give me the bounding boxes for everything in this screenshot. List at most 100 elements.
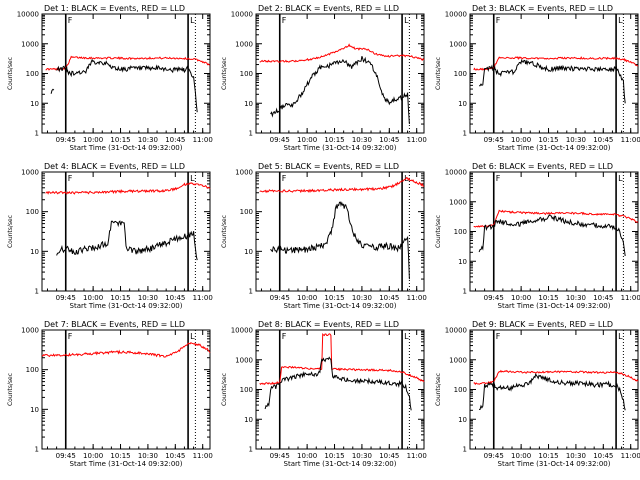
y-axis-label: Counts/sec bbox=[7, 215, 14, 248]
x-tick-label: 10:00 bbox=[83, 136, 103, 144]
series-black-events bbox=[270, 56, 410, 125]
series-black-events bbox=[270, 201, 410, 280]
y-tick-label: 10000 bbox=[445, 11, 467, 19]
y-tick-label: 1 bbox=[463, 446, 467, 454]
x-tick-label: 10:45 bbox=[165, 136, 185, 144]
panel-title: Det 6: BLACK = Events, RED = LLD bbox=[472, 162, 613, 171]
x-tick-label: 10:30 bbox=[566, 452, 586, 460]
plot-frame bbox=[41, 13, 211, 134]
y-tick-label: 100 bbox=[240, 70, 253, 78]
y-tick-label: 1000 bbox=[21, 40, 39, 48]
y-tick-label: 1000 bbox=[449, 198, 467, 206]
panel-det-1: Det 1: BLACK = Events, RED = LLD Counts/s… bbox=[7, 4, 213, 152]
x-tick-label: 10:15 bbox=[538, 136, 558, 144]
x-tick-label: 09:45 bbox=[270, 452, 290, 460]
x-tick-label: 10:15 bbox=[538, 452, 558, 460]
y-tick-label: 1000 bbox=[21, 169, 39, 177]
x-tick-label: 10:15 bbox=[538, 294, 558, 302]
series-black-events bbox=[478, 214, 626, 257]
y-tick-label: 10 bbox=[30, 406, 39, 414]
series-red-lld bbox=[259, 333, 425, 386]
y-tick-label: 1 bbox=[463, 288, 467, 296]
series-red-lld bbox=[45, 182, 211, 195]
y-tick-label: 1 bbox=[35, 130, 39, 138]
y-tick-label: 100 bbox=[454, 228, 467, 236]
x-tick-label: 09:45 bbox=[484, 452, 504, 460]
marker-label: L bbox=[404, 332, 409, 341]
panel-det-6: Det 6: BLACK = Events, RED = LLD Counts/s… bbox=[435, 162, 640, 310]
x-tick-label: 09:45 bbox=[56, 294, 76, 302]
x-tick-label: 10:30 bbox=[138, 294, 158, 302]
y-tick-label: 1000 bbox=[235, 169, 253, 177]
y-axis-label: Counts/sec bbox=[7, 373, 14, 406]
marker-label: F bbox=[68, 174, 73, 183]
y-tick-label: 10 bbox=[458, 416, 467, 424]
x-tick-label: 11:00 bbox=[621, 136, 640, 144]
series-red-lld bbox=[259, 176, 425, 194]
y-tick-label: 100 bbox=[240, 386, 253, 394]
y-tick-label: 10 bbox=[30, 100, 39, 108]
x-tick-label: 10:45 bbox=[165, 294, 185, 302]
x-tick-label: 10:00 bbox=[511, 294, 531, 302]
panel-det-5: Det 5: BLACK = Events, RED = LLD Counts/s… bbox=[221, 162, 427, 310]
panel-title: Det 2: BLACK = Events, RED = LLD bbox=[258, 4, 399, 13]
x-tick-label: 10:15 bbox=[324, 136, 344, 144]
x-tick-label: 11:00 bbox=[407, 136, 427, 144]
series-black-events bbox=[50, 88, 55, 94]
x-tick-label: 10:15 bbox=[110, 294, 130, 302]
plot-frame bbox=[469, 13, 639, 134]
y-tick-label: 10 bbox=[458, 100, 467, 108]
x-tick-label: 10:45 bbox=[379, 452, 399, 460]
y-axis-label: Counts/sec bbox=[221, 57, 228, 90]
x-tick-label: 11:00 bbox=[407, 294, 427, 302]
y-tick-label: 10000 bbox=[17, 11, 39, 19]
y-tick-label: 1000 bbox=[449, 356, 467, 364]
y-axis-label: Counts/sec bbox=[435, 57, 442, 90]
x-tick-label: 10:00 bbox=[297, 452, 317, 460]
x-tick-label: 10:45 bbox=[593, 452, 613, 460]
x-tick-label: 09:45 bbox=[56, 452, 76, 460]
x-tick-label: 10:30 bbox=[138, 452, 158, 460]
x-axis-label: Start Time (31-Oct-14 09:32:00) bbox=[70, 302, 183, 310]
x-tick-label: 10:00 bbox=[511, 136, 531, 144]
panel-det-3: Det 3: BLACK = Events, RED = LLD Counts/s… bbox=[435, 4, 640, 152]
x-tick-label: 10:30 bbox=[352, 136, 372, 144]
y-tick-label: 1 bbox=[249, 130, 253, 138]
series-red-lld bbox=[473, 209, 639, 228]
y-axis-label: Counts/sec bbox=[221, 373, 228, 406]
panel-title: Det 1: BLACK = Events, RED = LLD bbox=[44, 4, 185, 13]
y-tick-label: 100 bbox=[26, 70, 39, 78]
y-tick-label: 100 bbox=[26, 208, 39, 216]
panel-det-9: Det 9: BLACK = Events, RED = LLD Counts/s… bbox=[435, 320, 640, 468]
plot-frame bbox=[469, 329, 639, 450]
marker-label: F bbox=[282, 332, 287, 341]
x-axis-label: Start Time (31-Oct-14 09:32:00) bbox=[498, 144, 611, 152]
x-tick-label: 10:30 bbox=[566, 136, 586, 144]
y-tick-label: 100 bbox=[26, 366, 39, 374]
panel-det-7: Det 7: BLACK = Events, RED = LLD Counts/s… bbox=[7, 320, 213, 468]
series-black-events bbox=[479, 58, 626, 104]
x-tick-label: 11:00 bbox=[193, 136, 213, 144]
x-tick-label: 10:45 bbox=[165, 452, 185, 460]
x-tick-label: 11:00 bbox=[193, 294, 213, 302]
panel-title: Det 4: BLACK = Events, RED = LLD bbox=[44, 162, 185, 171]
x-tick-label: 10:30 bbox=[138, 136, 158, 144]
y-tick-label: 10 bbox=[30, 248, 39, 256]
x-tick-label: 11:00 bbox=[621, 294, 640, 302]
y-tick-label: 1 bbox=[249, 446, 253, 454]
y-axis-label: Counts/sec bbox=[435, 373, 442, 406]
x-tick-label: 10:00 bbox=[297, 294, 317, 302]
x-tick-label: 09:45 bbox=[270, 294, 290, 302]
x-axis-label: Start Time (31-Oct-14 09:32:00) bbox=[284, 302, 397, 310]
series-red-lld bbox=[473, 369, 639, 386]
panel-title: Det 8: BLACK = Events, RED = LLD bbox=[258, 320, 399, 329]
y-tick-label: 10 bbox=[244, 248, 253, 256]
series-red-lld bbox=[259, 43, 425, 63]
y-tick-label: 1000 bbox=[449, 40, 467, 48]
x-tick-label: 10:30 bbox=[352, 294, 372, 302]
marker-label: F bbox=[496, 332, 501, 341]
marker-label: F bbox=[282, 174, 287, 183]
x-axis-label: Start Time (31-Oct-14 09:32:00) bbox=[498, 460, 611, 468]
y-tick-label: 1000 bbox=[235, 356, 253, 364]
y-tick-label: 1000 bbox=[235, 40, 253, 48]
